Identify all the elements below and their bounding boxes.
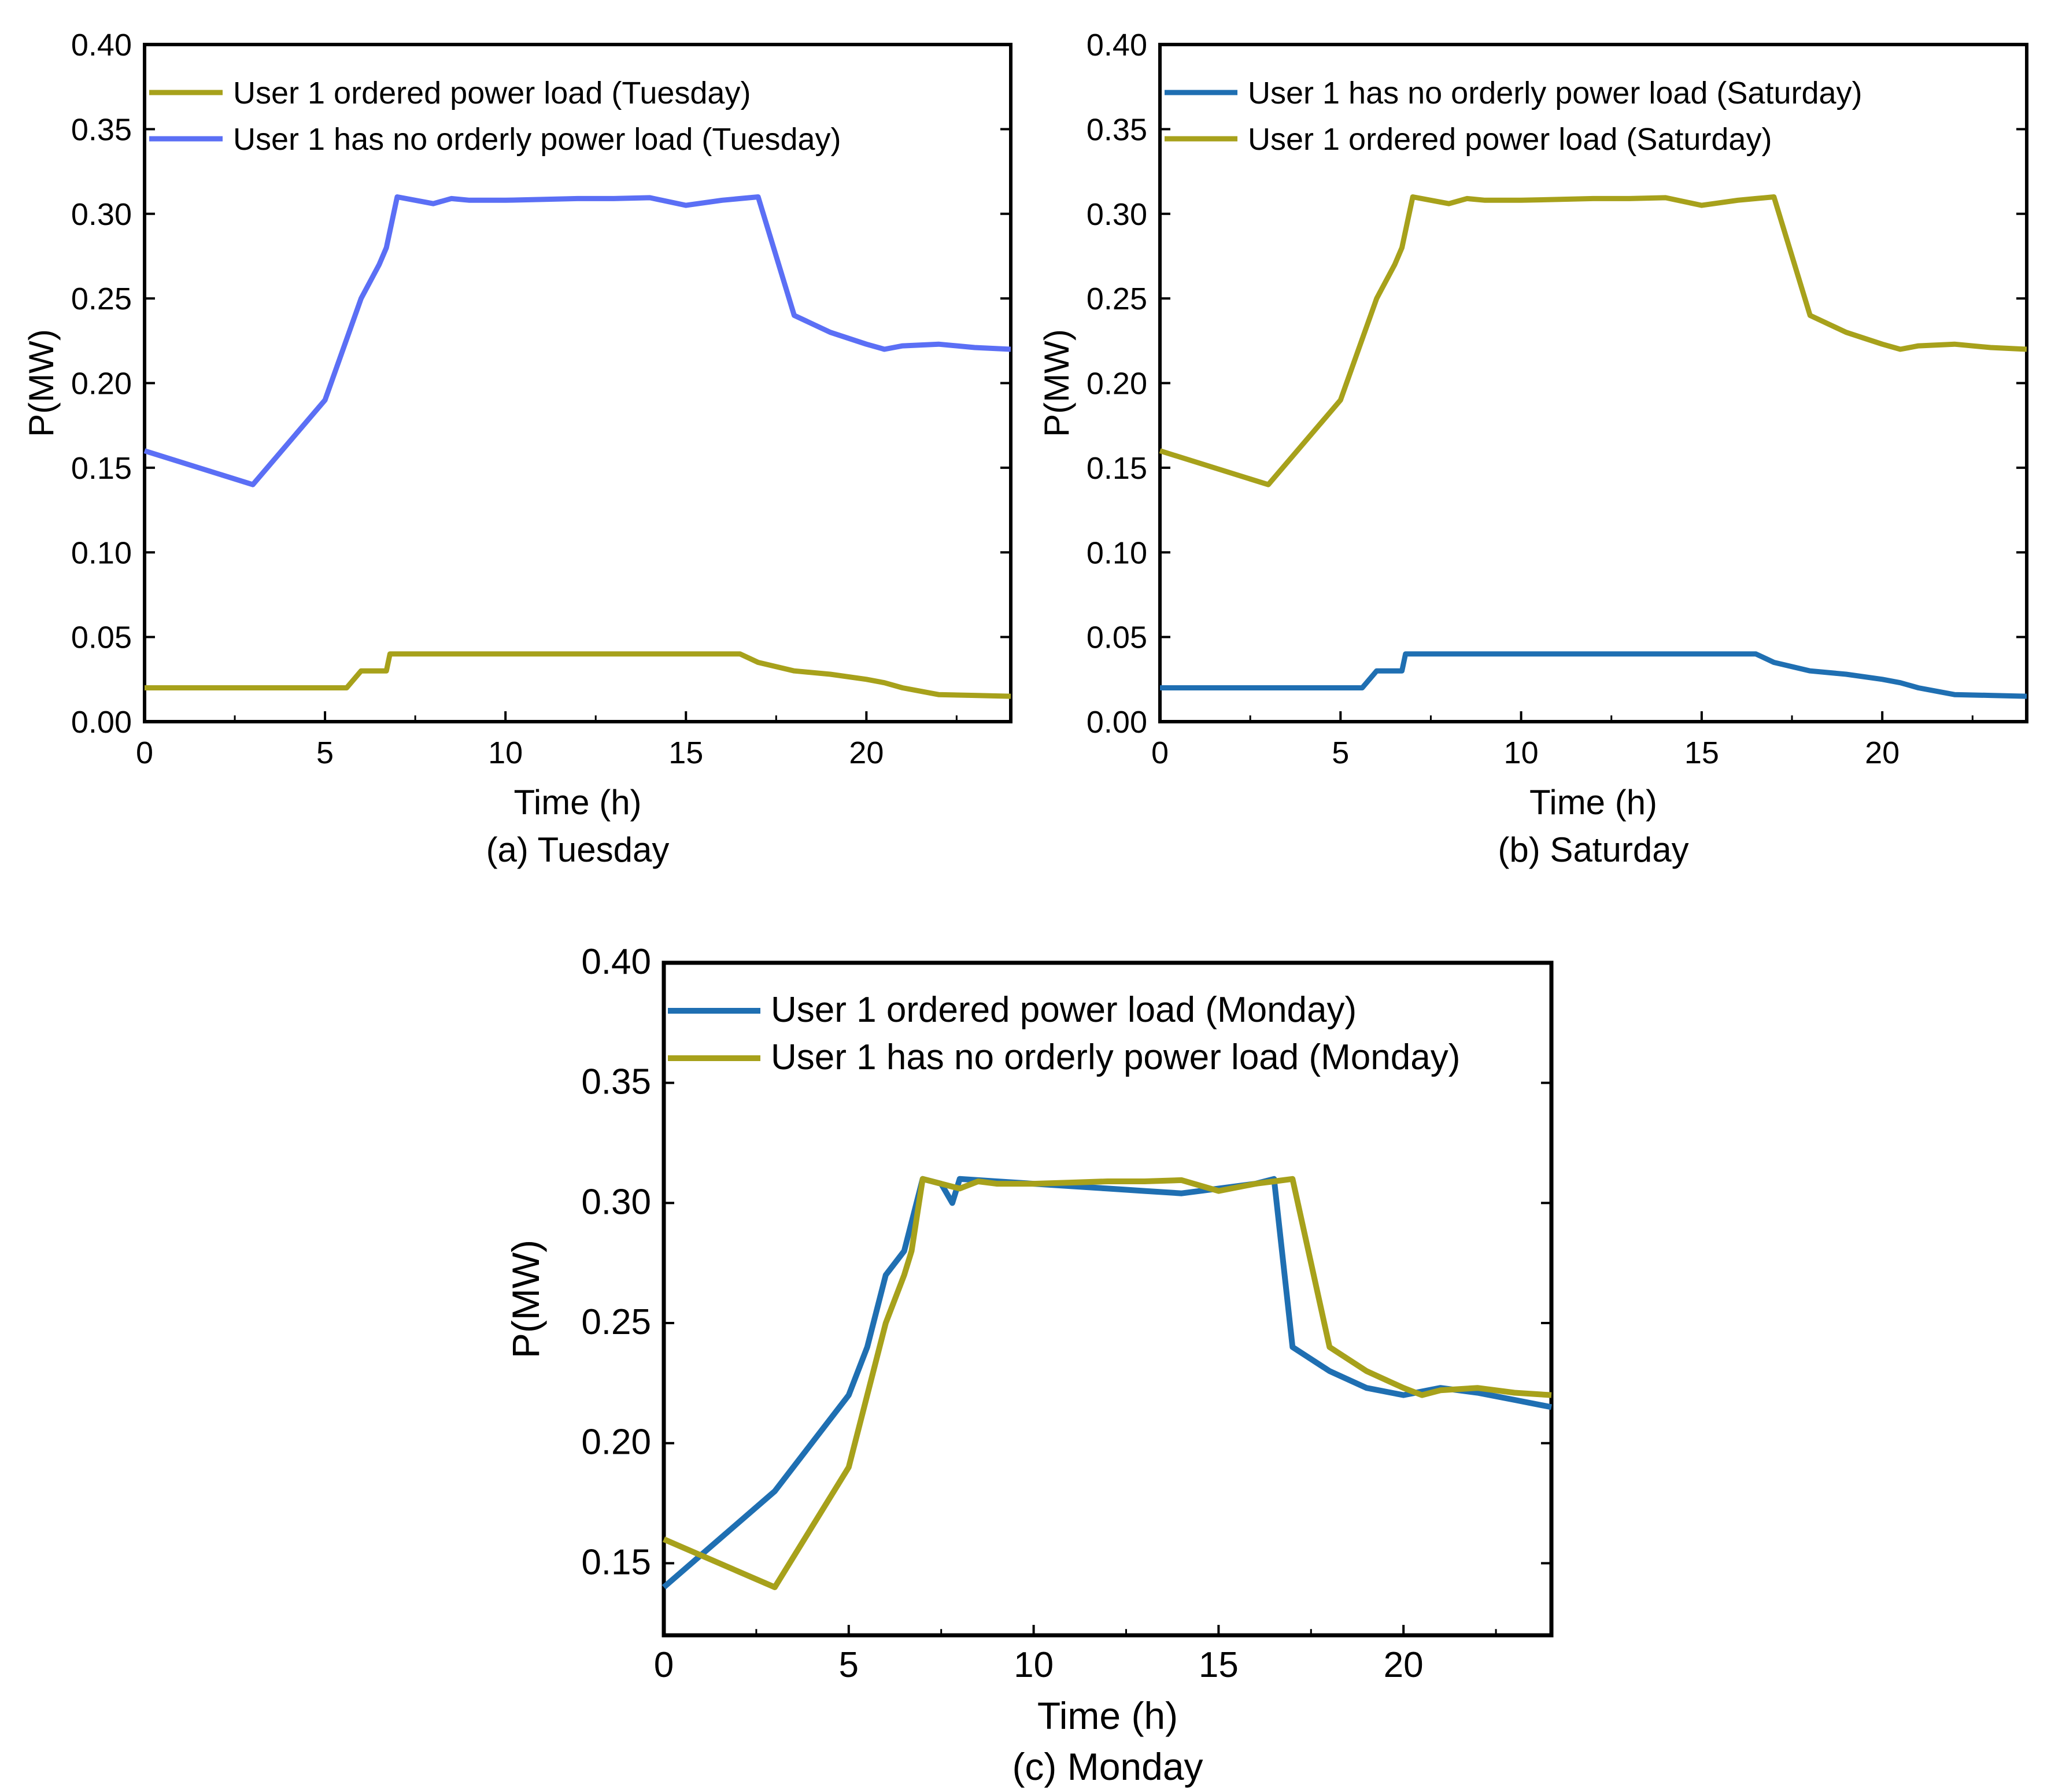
legend-label-2: User 1 has no orderly power load (Tuesda… <box>233 122 841 157</box>
legend-label-2: User 1 ordered power load (Saturday) <box>1248 122 1772 157</box>
series-line-1 <box>145 651 1011 699</box>
series-line-1 <box>662 1176 1552 1590</box>
y-tick-label: 0.40 <box>581 942 651 982</box>
legend-label-1: User 1 ordered power load (Monday) <box>771 990 1357 1030</box>
y-tick-label: 0.05 <box>71 620 132 655</box>
y-tick-label: 0.30 <box>71 197 132 232</box>
x-axis-label: Time (h) <box>1529 783 1657 822</box>
y-tick-label: 0.40 <box>1087 28 1147 62</box>
x-tick-label: 15 <box>668 736 703 770</box>
panel-b: 0 5 10 15 20 0.00 0.05 0.10 0.15 0.20 0.25 0.30 0.35… <box>1037 28 2028 869</box>
y-tick-label: 0.10 <box>71 535 132 570</box>
legend-label-1: User 1 has no orderly power load (Saturd… <box>1248 76 1863 110</box>
y-tick-label: 0.20 <box>71 367 132 401</box>
y-axis-label: P(MW) <box>1037 329 1076 437</box>
y-tick-label: 0.35 <box>581 1062 651 1102</box>
panel-a: 0 5 10 15 20 0.00 0.05 0.10 0.15 0.20 0.25 0.30 0.35… <box>22 28 1012 869</box>
x-tick-label: 15 <box>1684 736 1719 770</box>
y-axis-label: P(MW) <box>22 329 61 437</box>
x-axis-label: Time (h) <box>513 783 641 822</box>
y-tick-label: 0.20 <box>1087 367 1147 401</box>
x-tick-label: 5 <box>839 1645 859 1685</box>
x-tick-label: 5 <box>1332 736 1349 770</box>
series-line-1 <box>1160 651 2027 699</box>
x-tick-label: 15 <box>1199 1645 1239 1685</box>
plot-frame <box>662 960 1554 1638</box>
x-tick-label: 0 <box>654 1645 674 1685</box>
x-tick-label: 10 <box>1504 736 1539 770</box>
y-tick-label: 0.25 <box>1087 282 1147 316</box>
panel-caption: (c) Monday <box>1012 1745 1203 1788</box>
panel-c: 0 5 10 15 20 0.15 0.20 0.25 0.30 0.35 0.40 User 1 o… <box>504 942 1554 1788</box>
y-tick-label: 0.30 <box>581 1182 651 1222</box>
y-tick-label: 0.25 <box>71 282 132 316</box>
series-line-2 <box>663 1176 1552 1590</box>
y-tick-label: 0.40 <box>71 28 132 62</box>
legend-label-2: User 1 has no orderly power load (Monday… <box>771 1037 1460 1077</box>
panel-caption: (a) Tuesday <box>486 830 670 869</box>
y-tick-label: 0.30 <box>1087 197 1147 232</box>
y-tick-label: 0.00 <box>1087 705 1147 740</box>
x-tick-label: 20 <box>849 736 884 770</box>
x-tick-label: 10 <box>488 736 523 770</box>
series-line-2 <box>143 194 1011 487</box>
y-tick-label: 0.00 <box>71 705 132 740</box>
legend-label-1: User 1 ordered power load (Tuesday) <box>233 76 751 110</box>
x-axis-label: Time (h) <box>1037 1694 1178 1737</box>
x-tick-label: 20 <box>1384 1645 1424 1685</box>
y-tick-label: 0.10 <box>1087 535 1147 570</box>
y-tick-label: 0.35 <box>71 112 132 147</box>
y-tick-label: 0.15 <box>71 451 132 486</box>
y-tick-label: 0.05 <box>1087 620 1147 655</box>
y-axis-label: P(MW) <box>504 1240 547 1358</box>
y-tick-label: 0.20 <box>581 1422 651 1462</box>
panel-caption: (b) Saturday <box>1498 830 1688 869</box>
x-tick-label: 10 <box>1014 1645 1054 1685</box>
x-tick-label: 0 <box>136 736 153 770</box>
x-tick-label: 0 <box>1151 736 1169 770</box>
y-tick-label: 0.25 <box>581 1302 651 1342</box>
series-line-2 <box>1159 194 2027 487</box>
y-tick-label: 0.15 <box>581 1542 651 1582</box>
y-tick-label: 0.15 <box>1087 451 1147 486</box>
x-tick-label: 20 <box>1865 736 1900 770</box>
y-tick-label: 0.35 <box>1087 112 1147 147</box>
x-tick-label: 5 <box>316 736 334 770</box>
